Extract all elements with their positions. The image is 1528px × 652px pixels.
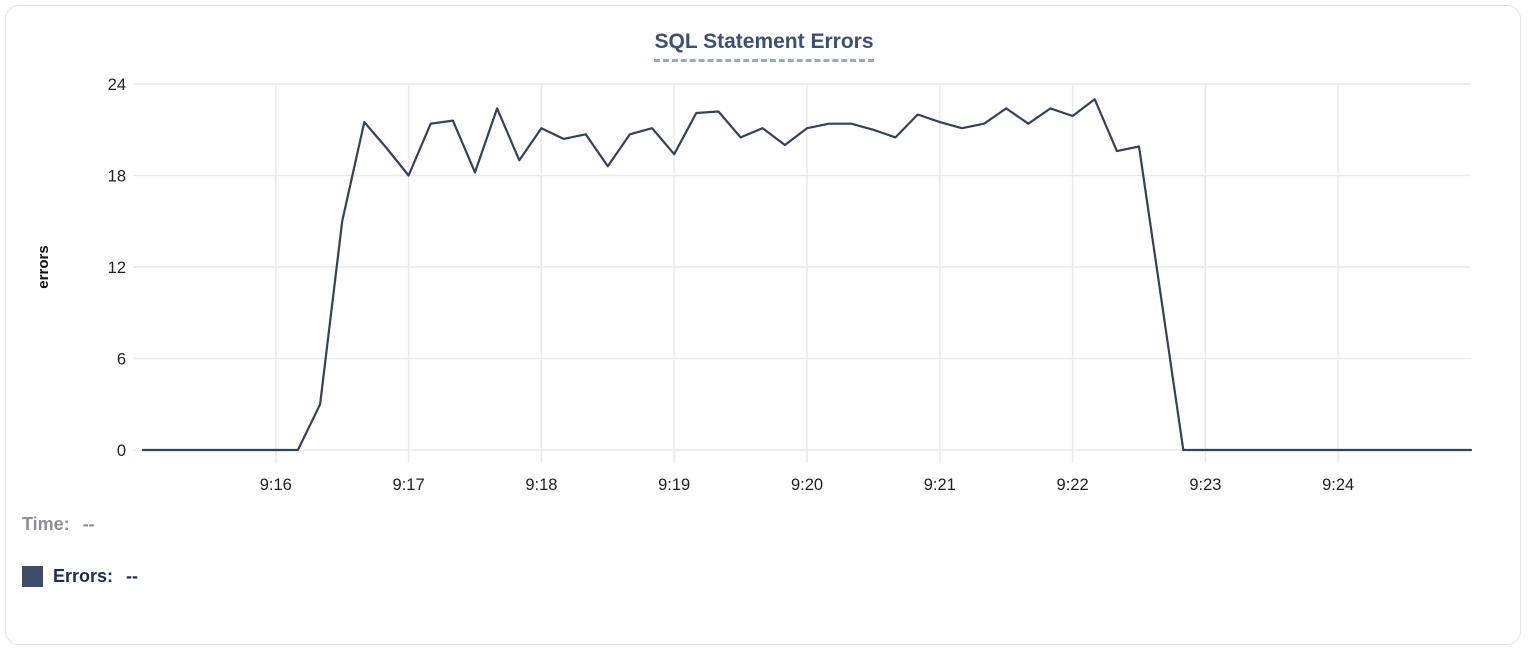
errors-line-chart[interactable]: 0 6 12 18 24 9:16 9:17 9:18 9:19 9:20 9:21 9:22 9:23… [0, 0, 1528, 505]
x-tick-label: 9:21 [924, 476, 956, 494]
x-tick-label: 9:24 [1322, 476, 1354, 494]
x-tick-label: 9:23 [1189, 476, 1221, 494]
errors-series-line [141, 98, 1473, 452]
hover-time-readout: Time: -- [22, 514, 95, 535]
chart-title-row: SQL Statement Errors [0, 30, 1528, 62]
y-tick-label: 24 [108, 76, 126, 94]
y-tick-label: 12 [108, 259, 126, 277]
y-axis-label: errors [35, 245, 52, 288]
errors-series-swatch-icon [22, 566, 43, 587]
time-label: Time: [22, 514, 70, 534]
chart-card [5, 5, 1521, 645]
x-tick-label: 9:22 [1057, 476, 1089, 494]
y-tick-label: 6 [117, 351, 126, 369]
x-tick-label: 9:19 [658, 476, 690, 494]
chart-title[interactable]: SQL Statement Errors [654, 30, 874, 62]
time-value: -- [82, 514, 95, 534]
y-tick-label: 0 [117, 442, 126, 460]
x-tick-label: 9:18 [525, 476, 557, 494]
x-tick-label: 9:20 [791, 476, 823, 494]
errors-label: Errors: [53, 566, 114, 586]
errors-value: -- [126, 566, 139, 586]
x-tick-label: 9:17 [393, 476, 425, 494]
x-tick-label: 9:16 [260, 476, 292, 494]
hover-errors-readout: Errors: -- [22, 566, 138, 587]
y-tick-label: 18 [108, 168, 126, 186]
